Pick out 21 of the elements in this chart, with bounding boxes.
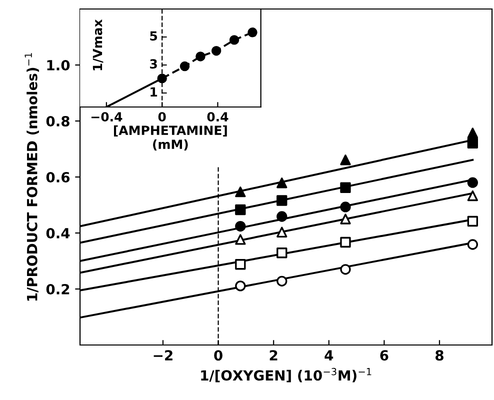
x-tick-label: 4 bbox=[324, 350, 334, 360]
y-tick-label: 1 bbox=[150, 87, 158, 96]
x-tick-label: 6 bbox=[380, 350, 388, 361]
y-tick-label: 5 bbox=[150, 31, 158, 41]
x-axis-title: 1/[OXYGEN] (10$^{−3}$M)$^{−1}$ bbox=[201, 368, 372, 382]
y-axis-title: 1/PRODUCT FORMED (nmoles)$^{−1}$ bbox=[24, 53, 39, 301]
x-tick-label: 0 bbox=[158, 112, 166, 122]
x-tick-label: −0.4 bbox=[91, 112, 122, 122]
y-tick-label: 0.2 bbox=[46, 284, 70, 294]
x-tick-label: 0.4 bbox=[207, 112, 228, 122]
x-tick-label: 8 bbox=[436, 350, 444, 361]
y-tick-label: 0.4 bbox=[46, 228, 70, 238]
x-tick-label: 0 bbox=[214, 350, 222, 361]
x-tick-label: −2 bbox=[154, 350, 172, 360]
y-axis-title: 1/Vmax bbox=[92, 19, 104, 70]
x-tick-label: 2 bbox=[270, 350, 278, 360]
y-tick-label: 1.0 bbox=[47, 60, 70, 70]
y-tick-label: 3 bbox=[150, 59, 157, 69]
x-axis-title: [AMPHETAMINE] (mM) bbox=[114, 125, 227, 150]
y-tick-label: 0.8 bbox=[46, 116, 70, 126]
y-tick-label: 0.6 bbox=[46, 172, 70, 182]
